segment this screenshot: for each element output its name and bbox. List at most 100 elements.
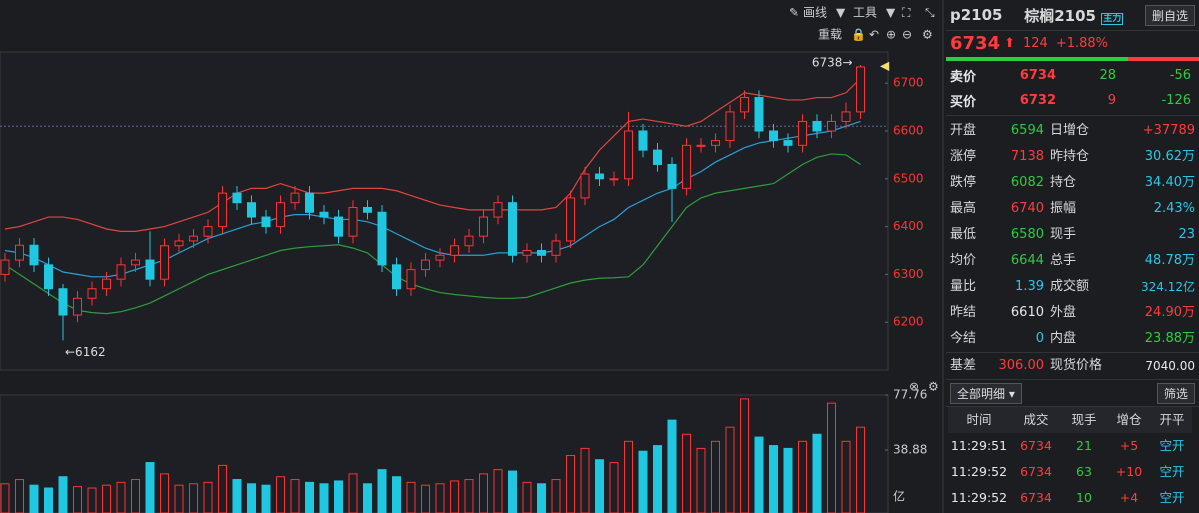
volume-bar xyxy=(189,483,198,513)
candle-body xyxy=(0,259,10,275)
candle-body xyxy=(421,259,430,271)
volume-bar xyxy=(421,484,430,513)
header-cell: 时间 xyxy=(948,407,1010,433)
volume-bar xyxy=(87,487,97,513)
remove-watchlist-button[interactable]: 删自选 xyxy=(1144,4,1195,26)
header-cell: 成交 xyxy=(1010,407,1062,433)
volume-bar xyxy=(261,484,271,513)
candle-body xyxy=(841,111,851,122)
detail-select[interactable]: 全部明细 ▾ xyxy=(950,382,1022,404)
candle-body xyxy=(435,254,445,261)
candle-body xyxy=(131,259,140,266)
candle-body xyxy=(638,130,648,151)
book-value: -56 xyxy=(1169,68,1191,83)
candle-body xyxy=(798,120,807,146)
quote-panel: p2105 棕榈2105 主力 删自选 6734 ⬆ 124 +1.88% 卖价… xyxy=(946,0,1199,513)
candle-body xyxy=(450,245,459,256)
close-icon[interactable]: ⊗ xyxy=(909,380,919,394)
y-tick-label: 6200 xyxy=(893,315,924,329)
volume-bar xyxy=(15,479,24,513)
ratio-bar xyxy=(946,57,1199,61)
volume-bar xyxy=(377,469,387,513)
stat-label: 今结 xyxy=(950,331,977,346)
y-tick-label: 77.76 xyxy=(893,388,927,402)
candle-body xyxy=(218,192,227,228)
trade-cell: +4 xyxy=(1119,490,1139,505)
filter-button[interactable]: 筛选 xyxy=(1156,382,1195,404)
volume-bar xyxy=(160,473,169,513)
stat-label: 日增仓 xyxy=(1050,123,1090,138)
trade-cell: 空开 xyxy=(1159,490,1185,505)
trade-cell: 63 xyxy=(1076,464,1092,479)
y-tick-label: 6500 xyxy=(893,171,924,185)
stat-label: 最低 xyxy=(950,227,977,242)
stat-value: 30.62万 xyxy=(1144,149,1195,164)
volume-bar xyxy=(334,480,343,513)
stat-value: 24.90万 xyxy=(1144,305,1195,320)
tools-menu[interactable]: 工具 xyxy=(853,6,877,20)
trade-cell: 11:29:52 xyxy=(950,490,1008,505)
candle-body xyxy=(493,202,503,218)
reload-button[interactable]: 重载 xyxy=(818,28,842,42)
icon-pen[interactable]: ✎ xyxy=(789,6,799,20)
stat-label: 开盘 xyxy=(950,123,977,138)
stat-value: 6082 xyxy=(1010,175,1044,190)
minimize-icon[interactable]: ⤡ xyxy=(925,6,935,20)
trade-table: 时间 成交 现手 增仓 开平 11:29:51 6734 21 +5 空开 11:29:52 6734… xyxy=(946,407,1199,511)
stat-label: 均价 xyxy=(950,253,977,268)
undo-icon[interactable]: ↶ xyxy=(869,28,879,42)
candle-body xyxy=(537,250,546,256)
candle-body xyxy=(624,130,633,180)
y-tick-label: 6600 xyxy=(893,124,924,138)
candle-body xyxy=(261,216,271,228)
volume-bar xyxy=(827,402,836,513)
candle-body xyxy=(348,206,358,237)
zoom-out-icon[interactable]: ⊖ xyxy=(902,28,912,42)
book-label: 卖价 xyxy=(950,70,977,85)
volume-bar xyxy=(363,483,372,513)
stat-value: 48.78万 xyxy=(1144,253,1195,268)
stat-value: 7138 xyxy=(1010,149,1044,164)
trade-cell: 11:29:52 xyxy=(950,464,1008,479)
volume-bar xyxy=(276,476,285,513)
y-tick-label: 6300 xyxy=(893,267,924,281)
fullscreen-icon[interactable]: ⛶ xyxy=(901,6,911,20)
draw-menu[interactable]: 画线 xyxy=(803,6,827,20)
volume-bar xyxy=(479,473,488,513)
zoom-in-icon[interactable]: ⊕ xyxy=(886,28,896,42)
volume-bar xyxy=(450,480,459,513)
book-value: 28 xyxy=(1099,68,1116,83)
trade-cell: 11:29:51 xyxy=(950,438,1008,453)
volume-bar xyxy=(740,398,749,513)
stat-value: 6644 xyxy=(1010,253,1044,268)
candle-body xyxy=(102,278,111,290)
trade-cell: 21 xyxy=(1076,438,1092,453)
stat-value: +37789 xyxy=(1142,123,1195,138)
candle-body xyxy=(87,288,97,299)
volume-bar xyxy=(812,433,822,513)
volume-bar xyxy=(783,447,793,513)
stat-label: 跌停 xyxy=(950,175,977,190)
stat-label: 总手 xyxy=(1050,253,1077,268)
volume-bar xyxy=(406,481,416,513)
code: p2105 xyxy=(950,6,1003,24)
y-tick-label: 38.88 xyxy=(893,443,927,457)
settings-icon[interactable]: ⚙ xyxy=(928,380,939,394)
candle-body xyxy=(580,173,590,199)
volume-bar xyxy=(754,436,764,513)
candle-body xyxy=(15,244,24,261)
candle-body xyxy=(44,264,53,290)
candle-body xyxy=(754,97,764,132)
candle-body xyxy=(334,216,343,237)
caret: ▼ xyxy=(836,6,846,20)
volume-bar xyxy=(44,487,53,513)
badge: 主力 xyxy=(1101,12,1124,25)
stat-label: 昨结 xyxy=(950,305,977,320)
lock-icon[interactable]: 🔒 xyxy=(851,28,866,42)
book-value: 9 xyxy=(1107,93,1116,108)
volume-bar xyxy=(609,462,619,513)
stat-label: 外盘 xyxy=(1050,305,1077,320)
settings-icon[interactable]: ⚙ xyxy=(922,28,933,42)
candle-body xyxy=(232,192,242,204)
candle-body xyxy=(856,66,865,113)
